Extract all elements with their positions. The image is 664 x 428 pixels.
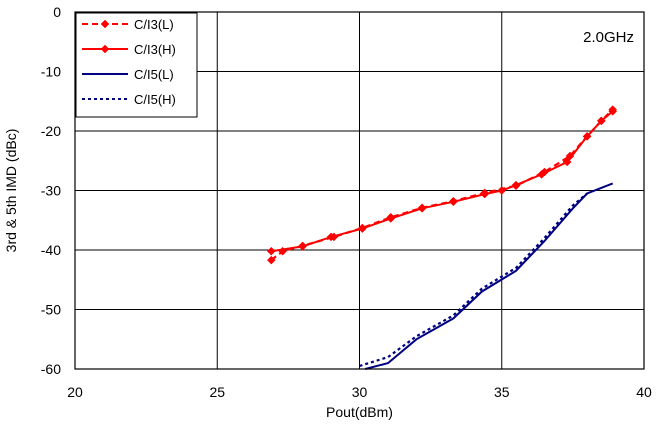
y-tick-label: -50	[41, 302, 61, 318]
data-point-marker	[357, 224, 367, 233]
data-point-marker	[562, 157, 572, 167]
series-2	[266, 107, 618, 256]
series-line	[364, 182, 614, 370]
data-point-marker	[511, 180, 521, 190]
data-point-marker	[537, 170, 546, 179]
data-point-marker	[386, 214, 396, 223]
x-tick-label: 25	[209, 384, 225, 400]
series-3	[364, 182, 614, 370]
data-point-marker	[497, 186, 507, 195]
data-point-marker	[582, 132, 592, 141]
data-point-marker	[449, 197, 458, 207]
y-tick-label: -10	[41, 64, 61, 80]
x-tick-labels: 20 25 30 35 40	[67, 384, 652, 400]
x-tick-label: 20	[67, 384, 83, 400]
y-tick-label: -30	[41, 183, 61, 199]
data-point-marker	[100, 19, 110, 29]
data-point-marker	[417, 203, 427, 213]
data-point-marker	[480, 189, 490, 199]
data-point-marker	[326, 232, 336, 242]
y-tick-label: -40	[41, 242, 61, 258]
x-tick-label: 30	[352, 384, 368, 400]
y-axis-label: 3rd & 5th IMD (dBc)	[3, 129, 19, 253]
x-tick-label: 40	[636, 384, 652, 400]
data-point-marker	[596, 116, 606, 126]
series-line	[271, 110, 614, 253]
legend-label: C/I3(H)	[134, 42, 176, 57]
y-tick-label: 0	[53, 4, 61, 20]
data-point-marker	[266, 246, 276, 256]
legend-label: C/I3(L)	[134, 17, 174, 32]
frequency-annotation: 2.0GHz	[583, 29, 634, 46]
plot-frame	[74, 11, 645, 370]
data-point-marker	[298, 242, 307, 251]
legend: C/I3(L) C/I3(H) C/I5(L) C/I5(H)	[75, 12, 198, 118]
legend-label: C/I5(H)	[134, 92, 176, 107]
data-point-marker	[100, 44, 110, 54]
series-lines	[266, 105, 618, 370]
data-point-marker	[266, 255, 276, 265]
x-axis-label: Pout(dBm)	[326, 404, 393, 420]
y-tick-label: -20	[41, 123, 61, 139]
series-4	[359, 192, 588, 368]
y-tick-labels: 0 -10 -20 -30 -40 -50 -60	[41, 4, 61, 377]
legend-label: C/I5(L)	[134, 67, 174, 82]
x-tick-label: 35	[494, 384, 510, 400]
series-line	[270, 108, 614, 261]
series-line	[359, 192, 588, 368]
data-point-marker	[608, 107, 618, 116]
y-tick-label: -60	[41, 361, 61, 377]
